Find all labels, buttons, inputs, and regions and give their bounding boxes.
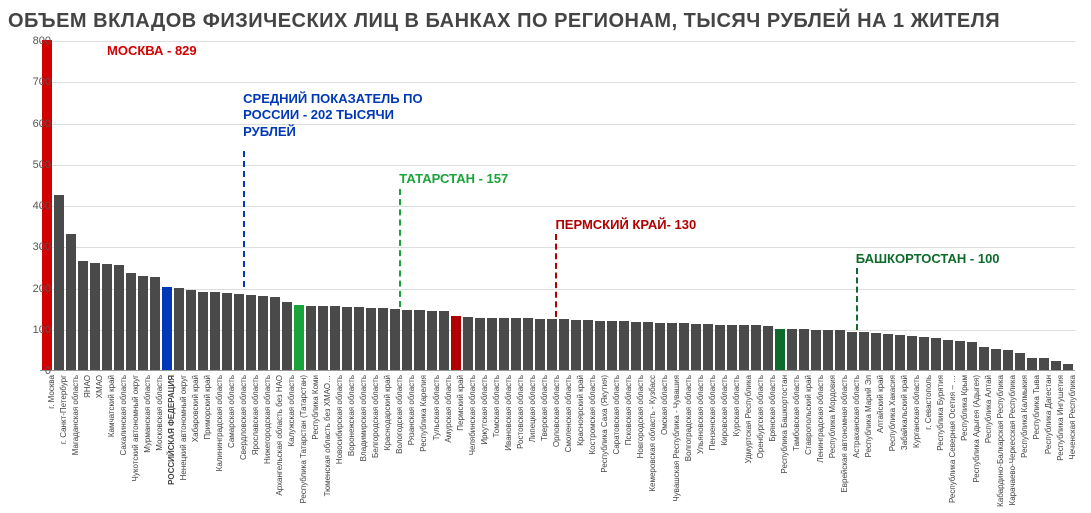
y-tick-label: 800 [33, 35, 51, 47]
chart-container: МОСКВА - 829СРЕДНИЙ ПОКАЗАТЕЛЬ ПОРОССИИ … [0, 41, 1091, 501]
bar [246, 295, 256, 370]
y-tick-label: 100 [33, 324, 51, 336]
bar [222, 293, 232, 370]
bar [595, 321, 605, 371]
bar [210, 292, 220, 370]
bar [523, 318, 533, 370]
y-tick-label: 300 [33, 241, 51, 253]
x-axis-labels: г. Москваг. Санкт-ПетербургМагаданская о… [40, 373, 1075, 513]
bar [703, 324, 713, 370]
bar [487, 318, 497, 370]
bar [547, 319, 557, 370]
y-tick-label: 200 [33, 283, 51, 295]
bar [90, 263, 100, 370]
bar [979, 347, 989, 370]
y-tick-label: 400 [33, 200, 51, 212]
bar [162, 287, 172, 370]
bar [631, 322, 641, 370]
bar [126, 273, 136, 370]
bar [1003, 350, 1013, 370]
bar [427, 311, 437, 370]
bar [571, 320, 581, 370]
bar [1039, 358, 1049, 370]
bar [871, 333, 881, 370]
bar [835, 330, 845, 370]
bar [414, 310, 424, 370]
bar [535, 319, 545, 370]
bar [1063, 364, 1073, 370]
bar [763, 326, 773, 370]
bar [234, 294, 244, 370]
bar [318, 306, 328, 370]
bar [102, 264, 112, 370]
bar [1027, 358, 1037, 370]
bar [943, 340, 953, 370]
bar [811, 330, 821, 370]
y-tick-label: 700 [33, 76, 51, 88]
bar [1051, 361, 1061, 370]
bar [439, 311, 449, 370]
bar [751, 325, 761, 370]
bar [390, 309, 400, 370]
bar [186, 290, 196, 370]
bar [559, 319, 569, 370]
bar [511, 318, 521, 370]
chart-title: ОБЪЕМ ВКЛАДОВ ФИЗИЧЕСКИХ ЛИЦ В БАНКАХ ПО… [0, 0, 1091, 41]
bar [270, 297, 280, 370]
bar [823, 330, 833, 370]
bar [499, 318, 509, 370]
bar [655, 323, 665, 370]
bar [907, 336, 917, 370]
bar [342, 307, 352, 370]
bar [174, 288, 184, 371]
bar [150, 277, 160, 370]
bars-group [40, 41, 1075, 370]
bar [114, 265, 124, 370]
bar [667, 323, 677, 370]
bar [727, 325, 737, 370]
bar [366, 308, 376, 370]
bar [607, 321, 617, 370]
bar [775, 329, 785, 370]
bar [619, 321, 629, 370]
bar [138, 276, 148, 370]
bar [282, 302, 292, 370]
bar [859, 332, 869, 370]
bar [475, 318, 485, 370]
bar [330, 306, 340, 370]
bar [787, 329, 797, 370]
bar [198, 292, 208, 370]
bar [54, 195, 64, 370]
bar [583, 320, 593, 370]
y-tick-label: 500 [33, 159, 51, 171]
bar [402, 310, 412, 370]
bar [691, 324, 701, 370]
bar [955, 341, 965, 370]
bar [78, 261, 88, 370]
bar [294, 305, 304, 370]
bar [991, 349, 1001, 370]
plot-area: МОСКВА - 829СРЕДНИЙ ПОКАЗАТЕЛЬ ПОРОССИИ … [40, 41, 1075, 371]
bar [463, 317, 473, 370]
bar [847, 332, 857, 370]
bar [739, 325, 749, 370]
bar [679, 323, 689, 370]
bar [919, 337, 929, 370]
bar [354, 307, 364, 370]
bar [931, 338, 941, 370]
bar [258, 296, 268, 370]
bar [895, 335, 905, 370]
bar [643, 322, 653, 370]
bar [715, 325, 725, 370]
bar [378, 308, 388, 370]
x-tick-label: Чеченская Республика [1068, 375, 1077, 460]
bar [306, 306, 316, 370]
bar [883, 334, 893, 370]
bar [799, 329, 809, 370]
bar [967, 342, 977, 370]
bar [66, 234, 76, 370]
bar [451, 316, 461, 370]
bar [1015, 353, 1025, 370]
y-tick-label: 600 [33, 118, 51, 130]
